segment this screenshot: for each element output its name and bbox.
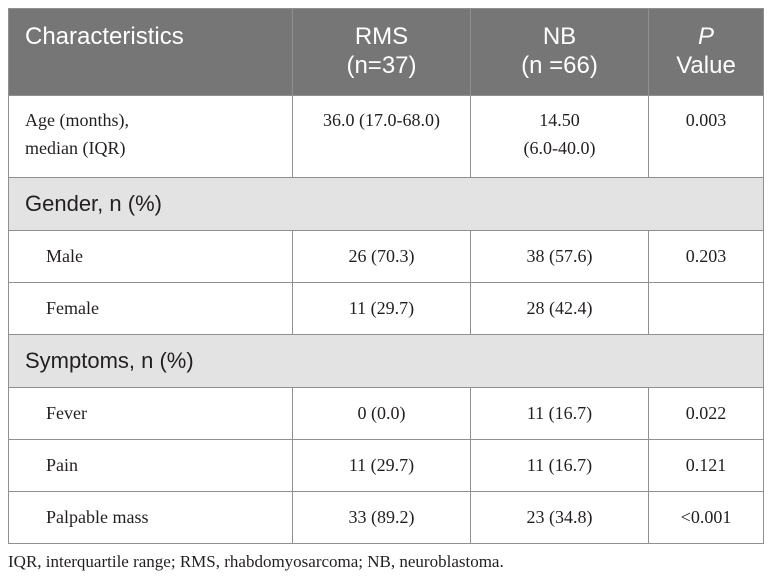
table-header: Characteristics RMS (n=37) NB (n =66) P … (8, 8, 764, 96)
row-label: Female (8, 282, 293, 335)
section-row-gender: Gender, n (%) (8, 177, 764, 231)
header-nb: NB (n =66) (470, 8, 649, 96)
p-value: 0.022 (648, 387, 764, 440)
p-value: <0.001 (648, 491, 764, 544)
section-title-gender: Gender, n (%) (8, 177, 764, 231)
header-row: Characteristics RMS (n=37) NB (n =66) P … (8, 8, 764, 96)
age-label-cell: Age (months), median (IQR) (8, 95, 293, 178)
header-rms: RMS (n=37) (292, 8, 471, 96)
p-value: 0.121 (648, 439, 764, 492)
header-rms-count: (n=37) (346, 52, 417, 79)
section-row-symptoms: Symptoms, n (%) (8, 334, 764, 388)
header-p-word: Value (676, 52, 736, 79)
age-nb-range: (6.0-40.0) (523, 138, 596, 158)
header-rms-name: RMS (354, 23, 409, 50)
nb-value: 28 (42.4) (470, 282, 649, 335)
table-row-age: Age (months), median (IQR) 36.0 (17.0-68… (8, 95, 764, 178)
age-label-line1: Age (months), (25, 110, 129, 130)
nb-value: 23 (34.8) (470, 491, 649, 544)
age-rms-cell: 36.0 (17.0-68.0) (292, 95, 471, 178)
age-p-cell: 0.003 (648, 95, 764, 178)
table-body: Age (months), median (IQR) 36.0 (17.0-68… (8, 95, 764, 544)
characteristics-table: Characteristics RMS (n=37) NB (n =66) P … (8, 8, 764, 544)
table-footnote: IQR, interquartile range; RMS, rhabdomyo… (8, 552, 504, 571)
table-row-palpable-mass: Palpable mass 33 (89.2) 23 (34.8) <0.001 (8, 491, 764, 544)
header-nb-count: (n =66) (521, 52, 598, 79)
row-label: Palpable mass (8, 491, 293, 544)
table-row-male: Male 26 (70.3) 38 (57.6) 0.203 (8, 230, 764, 283)
table-row-fever: Fever 0 (0.0) 11 (16.7) 0.022 (8, 387, 764, 440)
nb-value: 11 (16.7) (470, 439, 649, 492)
header-characteristics: Characteristics (8, 8, 293, 96)
header-nb-name: NB (542, 23, 577, 50)
rms-value: 33 (89.2) (292, 491, 471, 544)
age-nb-median: 14.50 (539, 110, 580, 130)
p-value (648, 282, 764, 335)
rms-value: 0 (0.0) (292, 387, 471, 440)
header-p-letter: P (697, 23, 714, 50)
table-row-female: Female 11 (29.7) 28 (42.4) (8, 282, 764, 335)
header-p-value: P Value (648, 8, 764, 96)
nb-value: 11 (16.7) (470, 387, 649, 440)
rms-value: 11 (29.7) (292, 282, 471, 335)
p-value: 0.203 (648, 230, 764, 283)
nb-value: 38 (57.6) (470, 230, 649, 283)
age-nb-cell: 14.50 (6.0-40.0) (470, 95, 649, 178)
age-label-line2: median (IQR) (25, 138, 126, 158)
row-label: Pain (8, 439, 293, 492)
rms-value: 11 (29.7) (292, 439, 471, 492)
row-label: Fever (8, 387, 293, 440)
section-title-symptoms: Symptoms, n (%) (8, 334, 764, 388)
rms-value: 26 (70.3) (292, 230, 471, 283)
table-row-pain: Pain 11 (29.7) 11 (16.7) 0.121 (8, 439, 764, 492)
row-label: Male (8, 230, 293, 283)
characteristics-table-container: Characteristics RMS (n=37) NB (n =66) P … (8, 8, 764, 544)
